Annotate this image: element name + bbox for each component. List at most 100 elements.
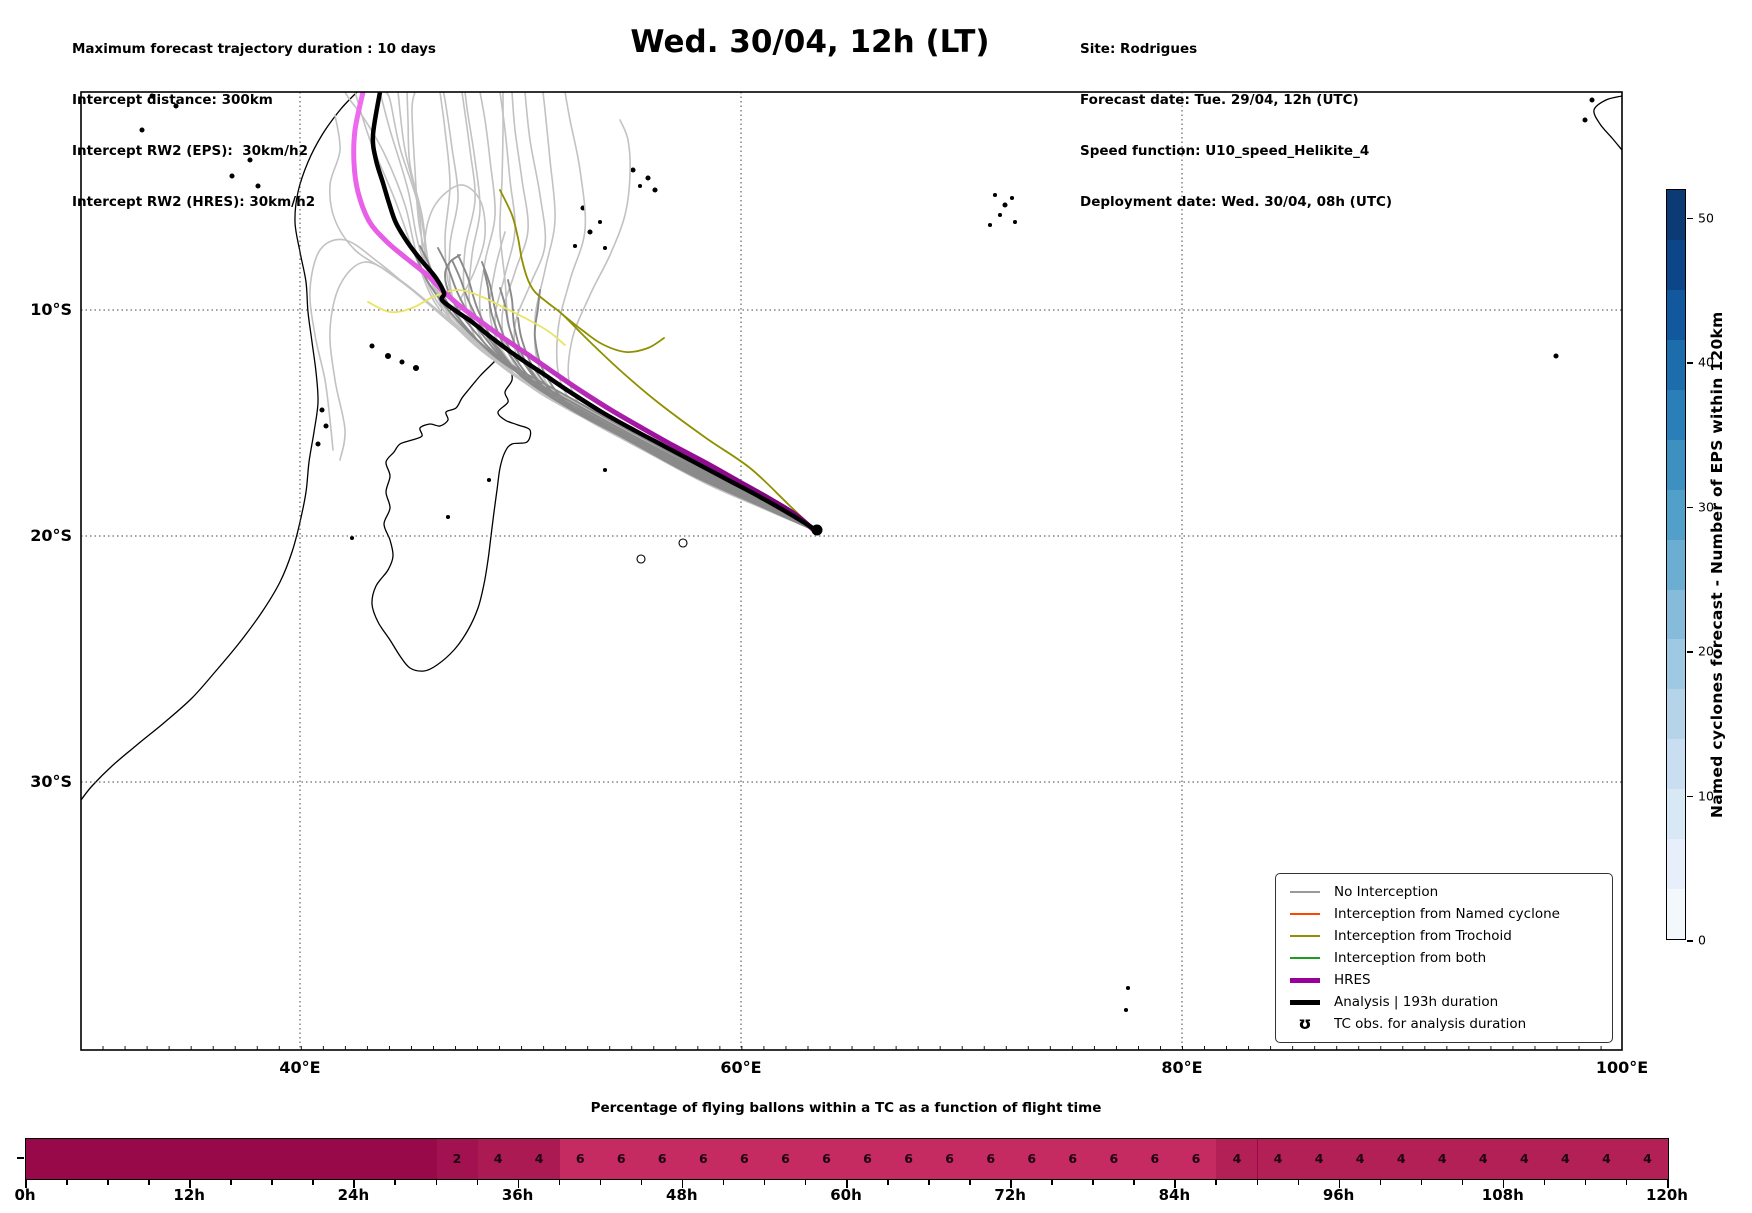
islands	[116, 92, 1595, 1013]
hour-label: 24h	[337, 1186, 370, 1204]
coastline-madagascar	[371, 357, 532, 672]
colorbar-tick-label: 30	[1698, 499, 1714, 515]
legend-item: ʊ TC obs. for analysis duration	[1290, 1013, 1612, 1035]
hour-minor-tick	[394, 1179, 396, 1185]
island-dot	[323, 423, 329, 429]
colorbar-segment	[1667, 639, 1685, 690]
colorbar-segment	[1667, 289, 1685, 340]
tc-percentage-cell: 6	[929, 1139, 971, 1179]
island-dot	[572, 243, 578, 249]
legend-line-swatch	[1290, 935, 1320, 937]
colorbar-segment	[1667, 789, 1685, 840]
tc-percentage-cell: 4	[1257, 1139, 1299, 1179]
island-dot	[1002, 202, 1008, 208]
tc-percentage-cell: 4	[1421, 1139, 1463, 1179]
colorbar-segment	[1667, 739, 1685, 790]
legend-label: TC obs. for analysis duration	[1334, 1016, 1527, 1032]
legend-item: Analysis | 193h duration	[1290, 991, 1612, 1013]
tc-percentage-cell: 2	[436, 1139, 478, 1179]
hour-minor-tick	[1092, 1179, 1094, 1185]
island-dot	[1009, 195, 1015, 201]
colorbar-segment	[1667, 889, 1685, 940]
island-dot	[173, 103, 179, 109]
eps-trajectory	[419, 245, 817, 532]
legend-line-swatch	[1290, 977, 1320, 983]
hour-major-tick	[681, 1179, 684, 1188]
hour-minor-tick	[763, 1179, 766, 1185]
tc-percentage-cell: 6	[600, 1139, 642, 1179]
tc-percentage-cell: 6	[1052, 1139, 1094, 1179]
tc-percentage-cell: 4	[1626, 1139, 1668, 1179]
site-line: Site: Rodrigues	[1080, 41, 1198, 57]
tc-percentage-cell: 6	[723, 1139, 765, 1179]
hour-minor-tick	[640, 1179, 643, 1185]
island-dot	[349, 535, 355, 541]
hour-minor-tick	[1420, 1179, 1423, 1185]
lon-label: 40°E	[279, 1058, 321, 1077]
colorbar-tick-label: 10	[1698, 788, 1714, 804]
hres-trajectory	[351, 92, 819, 535]
island-dot	[630, 167, 636, 173]
colorbar-tick	[1687, 940, 1693, 942]
hour-minor-tick	[1584, 1179, 1587, 1185]
hour-label: 36h	[501, 1186, 534, 1204]
coastline-sumatra-corner	[1593, 95, 1622, 151]
colorbar-tick	[1687, 651, 1693, 653]
hour-minor-tick	[1461, 1179, 1464, 1185]
colorbar-segment	[1667, 239, 1685, 290]
hour-major-tick	[189, 1179, 191, 1188]
colorbar-tick	[1687, 506, 1693, 509]
island-dot	[319, 407, 325, 413]
colorbar-segment	[1667, 539, 1685, 590]
colorbar-tick-label: 20	[1698, 643, 1714, 659]
lat-label: 10°S	[30, 300, 72, 319]
colorbar-tick-label: 0	[1698, 932, 1706, 948]
hour-label: 0h	[14, 1186, 36, 1204]
hour-minor-tick	[928, 1179, 930, 1185]
island-dot	[997, 212, 1003, 218]
tc-percentage-cell: 4	[1544, 1139, 1586, 1179]
hour-minor-tick	[1379, 1179, 1382, 1185]
tc-percentage-cell: 4	[1585, 1139, 1627, 1179]
lat-label: 30°S	[30, 772, 72, 791]
island-dot	[255, 183, 261, 189]
eps-trajectory	[379, 92, 817, 532]
hour-label: 60h	[830, 1186, 862, 1204]
tc-percentage-cell: 6	[1011, 1139, 1053, 1179]
island-dot	[602, 467, 608, 473]
tc-percentage-cell: 4	[477, 1139, 519, 1179]
eps-trajectory	[499, 287, 817, 532]
tc-percentage-cell: 6	[559, 1139, 601, 1179]
colorbar-tick	[1687, 217, 1693, 220]
tc-percentage-cell: 6	[847, 1139, 889, 1179]
hour-label: 120h	[1646, 1186, 1688, 1204]
colorbar-segment	[1667, 389, 1685, 440]
hour-label: 72h	[994, 1186, 1026, 1204]
hour-minor-tick	[1051, 1179, 1053, 1185]
forecast-date-line: Forecast date: Tue. 29/04, 12h (UTC)	[1080, 92, 1359, 108]
colorbar-segment	[1667, 589, 1685, 640]
hour-minor-tick	[887, 1179, 889, 1185]
map-frame	[80, 91, 1623, 1051]
hour-major-tick	[25, 1179, 27, 1188]
colorbar-segment	[1667, 489, 1685, 540]
tc-percentage-cell: 4	[1462, 1139, 1504, 1179]
hour-major-tick	[1502, 1179, 1505, 1188]
island-dot	[645, 175, 651, 181]
island-dot	[1123, 1007, 1129, 1013]
island-dot	[384, 352, 392, 360]
legend-label: Analysis | 193h duration	[1334, 994, 1499, 1010]
legend-label: Interception from Trochoid	[1334, 928, 1512, 944]
island-dot	[987, 222, 993, 228]
hour-major-tick	[1667, 1179, 1669, 1188]
hour-major-tick	[517, 1179, 520, 1188]
legend-item: Interception from Named cyclone	[1290, 903, 1612, 925]
trochoid-trajectories	[367, 189, 817, 532]
tc-percentage-cell: 6	[805, 1139, 847, 1179]
hour-minor-tick	[1625, 1179, 1628, 1185]
island-dot	[486, 477, 492, 483]
tc-percentage-cell: 6	[1175, 1139, 1217, 1179]
island-dot	[992, 192, 998, 198]
eps-trajectory	[494, 92, 817, 532]
